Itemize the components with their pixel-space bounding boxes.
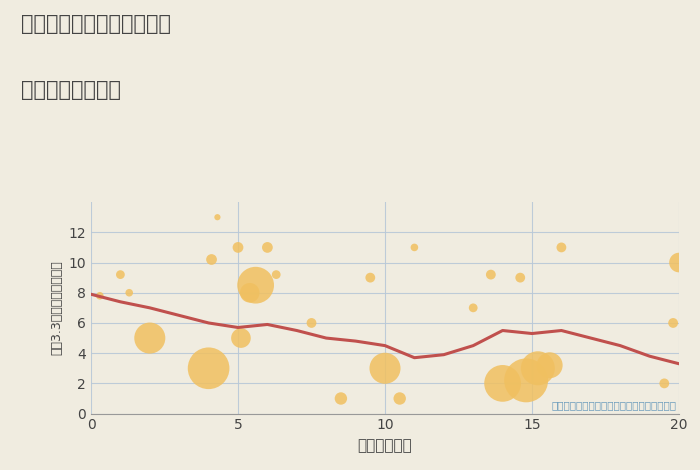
Point bbox=[262, 243, 273, 251]
Point bbox=[379, 365, 391, 372]
Point bbox=[232, 243, 244, 251]
Text: 円の大きさは、取引のあった物件面積を示す: 円の大きさは、取引のあった物件面積を示す bbox=[551, 400, 676, 411]
Point bbox=[497, 380, 508, 387]
Point bbox=[212, 213, 223, 221]
Point bbox=[659, 380, 670, 387]
Point bbox=[394, 395, 405, 402]
Point bbox=[556, 243, 567, 251]
Point bbox=[365, 274, 376, 282]
Point bbox=[668, 319, 679, 327]
Y-axis label: 坪（3.3㎡）単価（万円）: 坪（3.3㎡）単価（万円） bbox=[50, 260, 63, 355]
Point bbox=[144, 334, 155, 342]
Point bbox=[306, 319, 317, 327]
Text: 兵庫県丹波市春日町国領の: 兵庫県丹波市春日町国領の bbox=[21, 14, 171, 34]
Point bbox=[521, 376, 532, 384]
Point bbox=[335, 395, 346, 402]
Point bbox=[94, 292, 106, 299]
Point bbox=[468, 304, 479, 312]
Point bbox=[544, 361, 555, 369]
Point bbox=[409, 243, 420, 251]
Text: 駅距離別土地価格: 駅距離別土地価格 bbox=[21, 80, 121, 100]
Point bbox=[235, 334, 246, 342]
Point bbox=[532, 365, 543, 372]
Point bbox=[124, 289, 135, 297]
X-axis label: 駅距離（分）: 駅距離（分） bbox=[358, 438, 412, 453]
Point bbox=[250, 282, 261, 289]
Point bbox=[115, 271, 126, 278]
Point bbox=[271, 271, 282, 278]
Point bbox=[673, 259, 685, 266]
Point bbox=[485, 271, 496, 278]
Point bbox=[514, 274, 526, 282]
Point bbox=[206, 256, 217, 263]
Point bbox=[203, 365, 214, 372]
Point bbox=[244, 289, 256, 297]
